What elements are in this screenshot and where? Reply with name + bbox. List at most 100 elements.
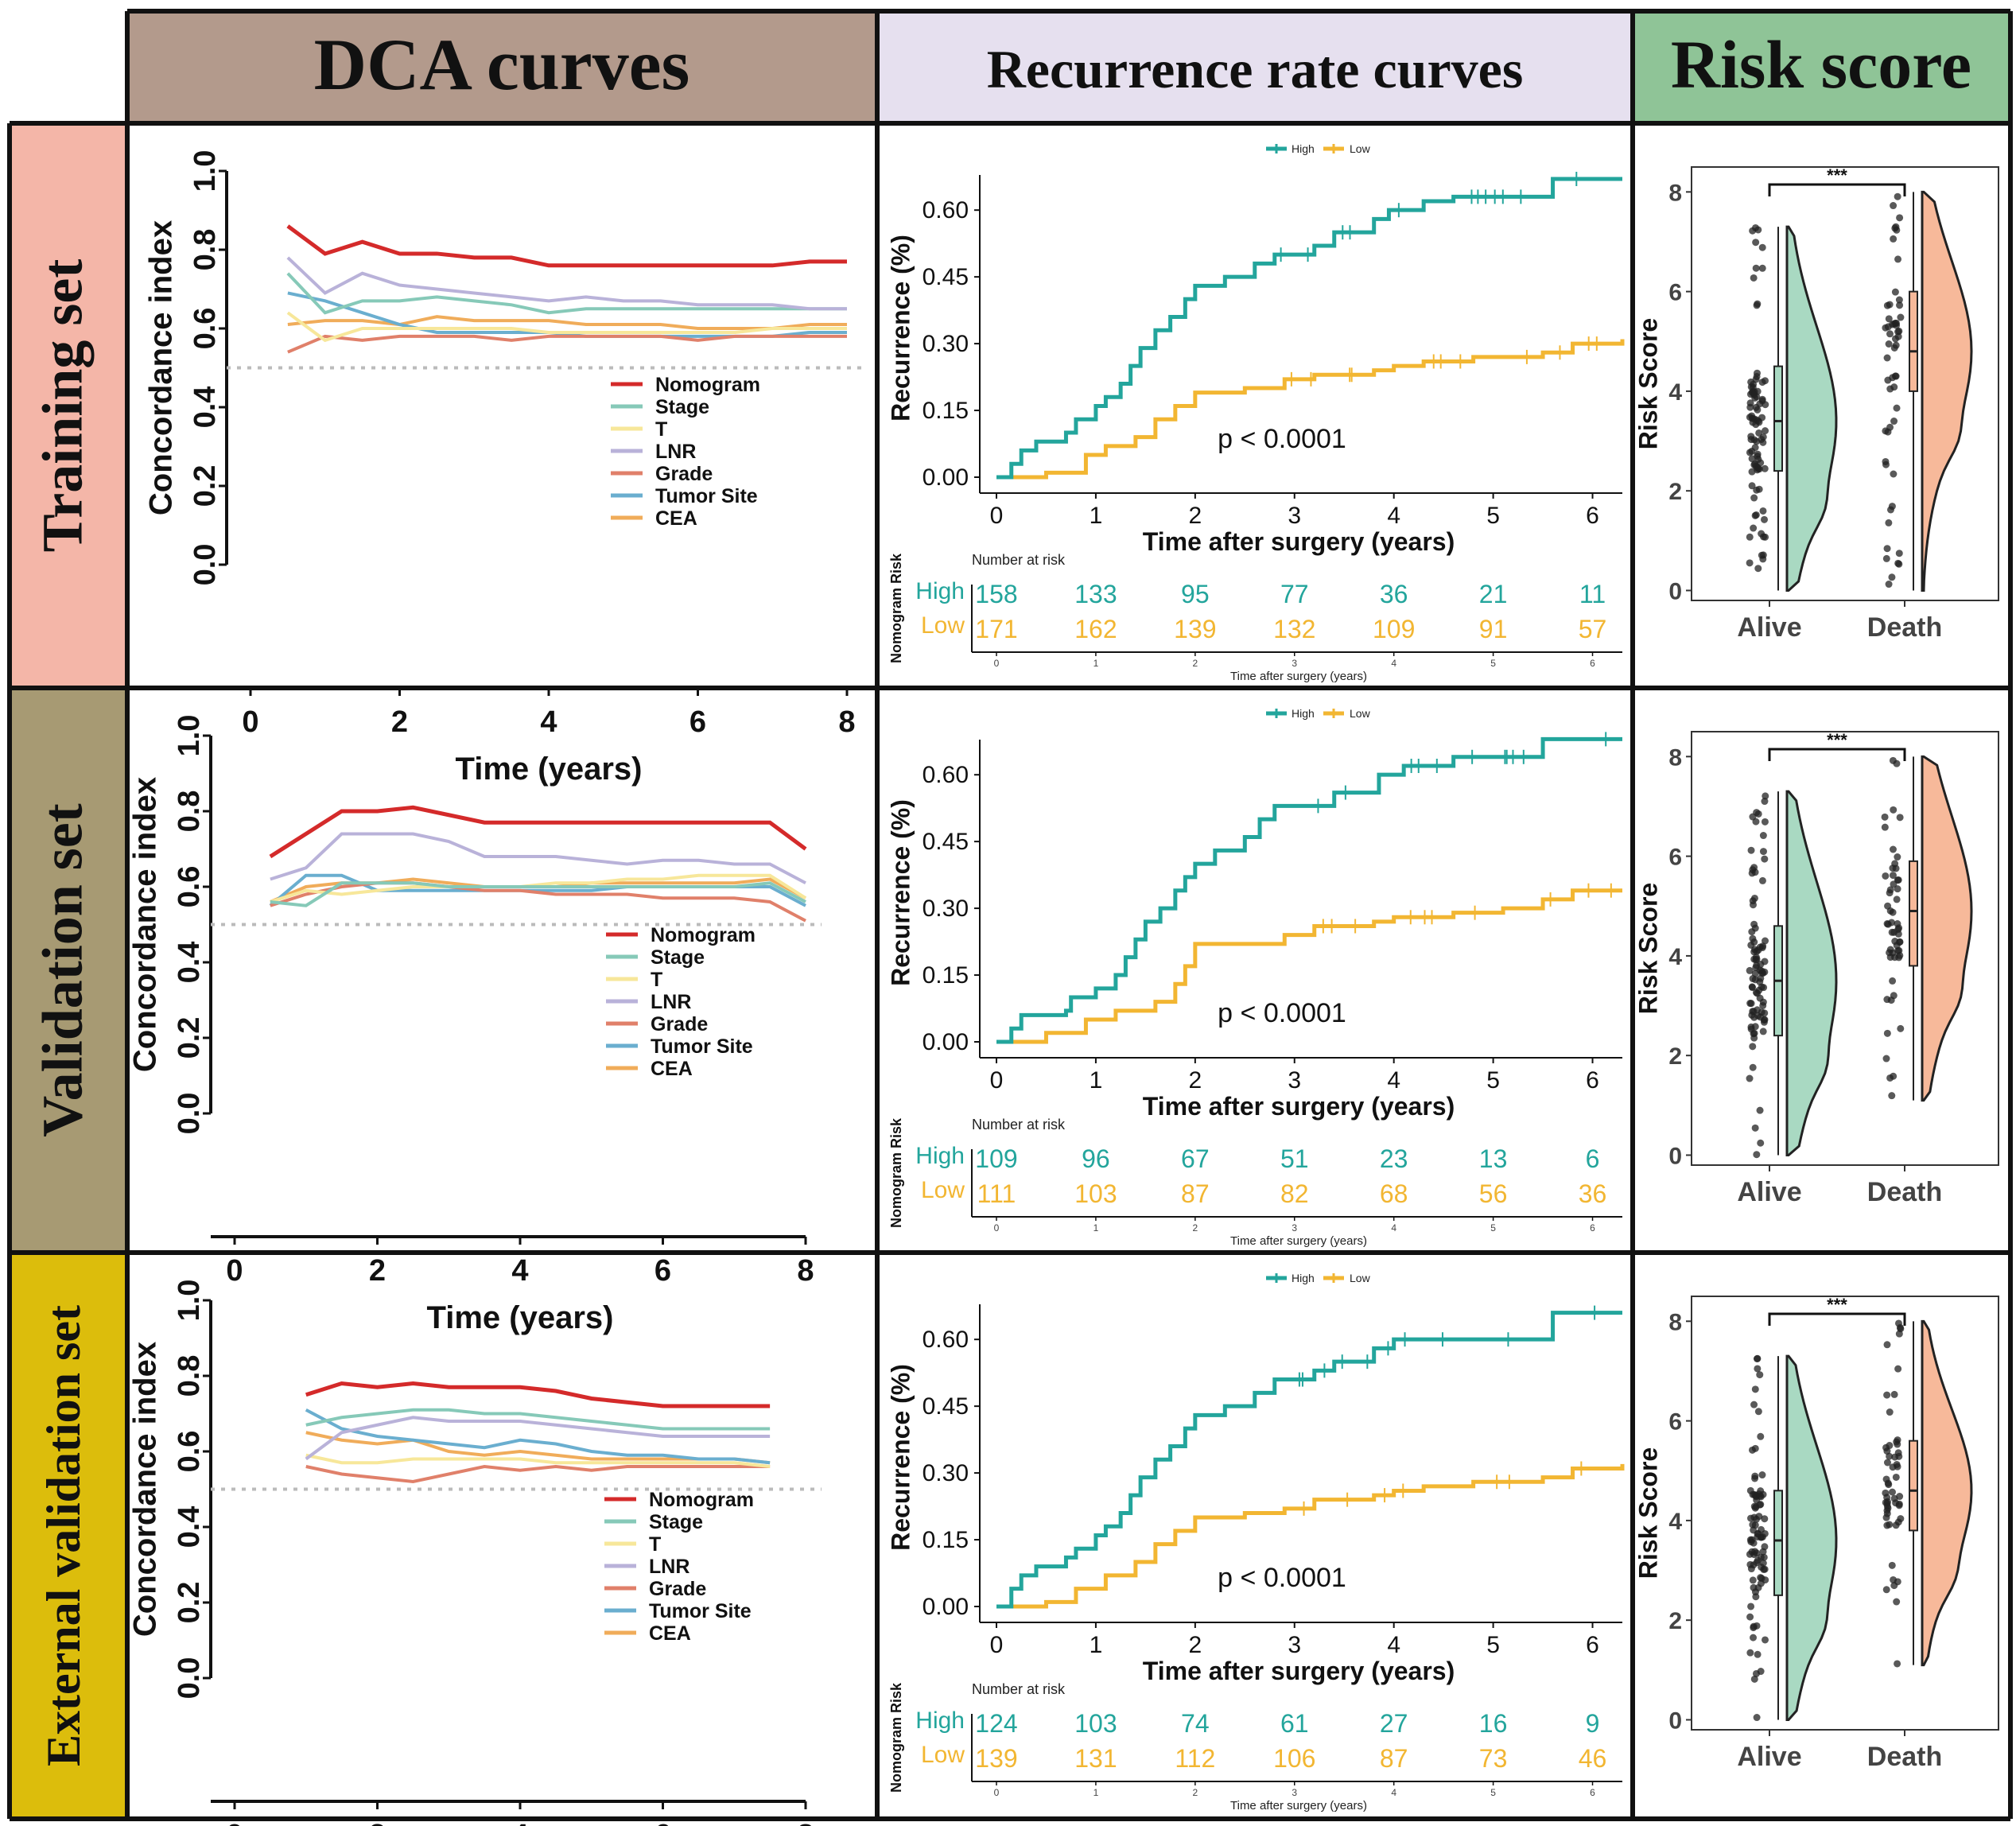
risk-table-tick-label: 1 (1093, 658, 1099, 669)
risk-point (1886, 1521, 1894, 1529)
risk-point (1762, 427, 1769, 435)
header-recurrence-bg (877, 11, 1633, 123)
dca-legend-label: CEA (649, 1622, 691, 1645)
risk-point (1893, 760, 1901, 767)
risk-table-tick-label: 0 (994, 1787, 1000, 1798)
dca-legend-label: CEA (655, 507, 697, 530)
km-x-axis-label: Time after surgery (years) (1143, 1092, 1455, 1121)
risk-table-low-value: 56 (1479, 1179, 1508, 1208)
risk-point (1746, 559, 1754, 567)
dca-legend-label: T (649, 1533, 661, 1556)
risk-point (1882, 554, 1890, 562)
risk-point (1882, 872, 1890, 880)
dca-y-tick-label: 0.8 (173, 791, 206, 833)
risk-y-tick-label: 4 (1668, 379, 1682, 406)
risk-y-tick-label: 6 (1668, 845, 1682, 871)
risk-y-tick-label: 2 (1668, 479, 1682, 505)
risk-table-low-value: 111 (977, 1179, 1016, 1208)
dca-chart-external: 0 2 4 6 8 Time (years) 0.0 0.2 0.4 0.6 0.8 1.0 Conco… (128, 1280, 822, 1826)
km-legend-low-label: Low (1350, 142, 1371, 155)
risk-point (1751, 444, 1759, 452)
risk-point (1888, 1092, 1896, 1100)
risk-point (1761, 377, 1769, 385)
risk-point (1895, 296, 1903, 304)
risk-points-death (1882, 192, 1905, 589)
risk-point (1758, 243, 1766, 251)
risk-point (1894, 930, 1902, 938)
risk-point (1890, 383, 1898, 391)
header-dca-title: DCA curves (314, 24, 690, 105)
risk-point (1882, 1586, 1890, 1594)
risk-point (1752, 818, 1760, 826)
dca-line-grade (270, 881, 806, 923)
dca-legend-label: Stage (649, 1511, 703, 1533)
risk-point (1753, 809, 1761, 817)
risk-point (1761, 1543, 1769, 1551)
km-x-tick-label: 6 (1586, 1067, 1599, 1094)
risk-y-tick-label: 2 (1668, 1608, 1682, 1634)
km-x-tick-label: 0 (990, 1067, 1004, 1094)
risk-table-low-value: 131 (1074, 1744, 1117, 1773)
dca-legend-label: Tumor Site (655, 485, 758, 507)
km-high-censors (1317, 732, 1607, 814)
risk-plot-frame (1691, 1296, 1999, 1731)
risk-points-death (1881, 756, 1905, 1100)
risk-table-high-value: 61 (1280, 1709, 1309, 1738)
risk-point (1886, 907, 1894, 915)
risk-table-tick-label: 0 (994, 658, 1000, 669)
risk-point (1894, 853, 1901, 861)
risk-point (1758, 414, 1766, 422)
risk-point (1894, 885, 1901, 893)
risk-y-tick-label: 0 (1668, 1143, 1682, 1169)
risk-table-low-value: 112 (1175, 1744, 1215, 1773)
risk-point (1753, 486, 1761, 494)
risk-y-tick-label: 0 (1668, 578, 1682, 604)
risk-point (1894, 255, 1902, 263)
risk-point (1753, 437, 1761, 445)
risk-table-high-value: 23 (1380, 1144, 1408, 1173)
dca-line-cea (287, 315, 847, 330)
risk-points-alive (1746, 223, 1769, 573)
risk-table-tick-label: 2 (1192, 1787, 1198, 1798)
risk-point (1758, 397, 1766, 405)
risk-point (1895, 560, 1903, 568)
risk-table-side-label: Nomogram Risk (888, 1682, 904, 1793)
risk-point (1762, 1636, 1769, 1644)
risk-table-tick-label: 6 (1590, 1222, 1595, 1234)
dca-y-tick-label: 1.0 (173, 715, 206, 757)
risk-table-high-value: 74 (1181, 1709, 1210, 1738)
significance-bracket (1768, 748, 1906, 761)
risk-point (1890, 1072, 1898, 1080)
km-x-tick-label: 5 (1486, 1632, 1500, 1658)
risk-y-tick-label: 8 (1668, 180, 1682, 206)
risk-point (1758, 1533, 1766, 1540)
risk-point (1750, 274, 1758, 282)
risk-table-low-value: 68 (1380, 1179, 1408, 1208)
risk-table-axis-label: Time after surgery (years) (1230, 670, 1367, 683)
risk-point (1750, 1583, 1758, 1591)
risk-table-low-value: 82 (1280, 1179, 1309, 1208)
risk-point (1882, 1055, 1890, 1063)
km-x-axis-label: Time after surgery (years) (1143, 527, 1455, 556)
km-legend-high-label: High (1292, 1272, 1315, 1284)
dca-y-tick-label: 0.2 (173, 1017, 206, 1059)
dca-legend-label: Grade (655, 463, 713, 485)
dca-line-grade (287, 334, 847, 354)
dca-line-stage (270, 881, 806, 907)
km-y-tick-label: 0.45 (923, 1393, 969, 1420)
km-low-censors (1322, 883, 1612, 934)
risk-table-low-value: 139 (975, 1744, 1017, 1773)
risk-x-tick-label: Death (1867, 1742, 1942, 1772)
risk-point (1894, 1449, 1902, 1457)
risk-point (1885, 315, 1893, 323)
risk-point (1895, 1500, 1903, 1508)
risk-point (1748, 482, 1756, 490)
dca-y-tick-label: 0.0 (173, 1093, 206, 1135)
risk-point (1888, 1561, 1896, 1569)
risk-table-title: Number at risk (972, 1117, 1066, 1133)
dca-y-axis-label: Concordance index (128, 1342, 163, 1637)
risk-point (1883, 545, 1891, 553)
risk-violin-alive (1785, 225, 1838, 592)
risk-table-low-row-label: Low (921, 612, 965, 639)
